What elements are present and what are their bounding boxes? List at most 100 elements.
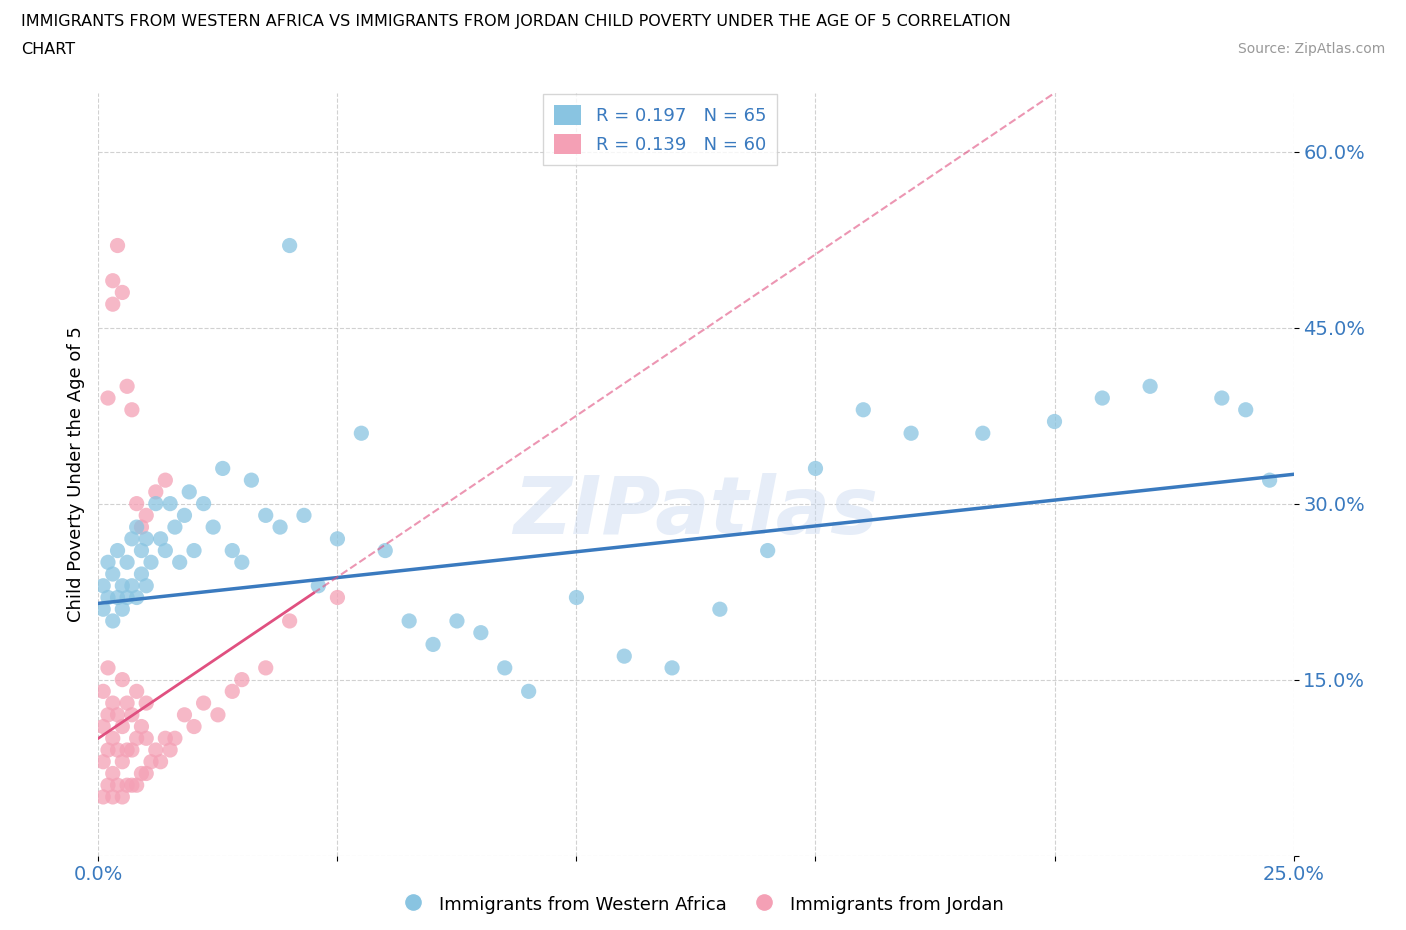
- Point: [135, 531, 157, 546]
- Point: [91, 684, 114, 698]
- Point: [101, 273, 124, 288]
- Point: [446, 614, 468, 629]
- Point: [661, 660, 683, 675]
- Point: [709, 602, 731, 617]
- Point: [107, 708, 129, 723]
- Point: [101, 566, 124, 581]
- Point: [149, 754, 172, 769]
- Point: [145, 485, 167, 499]
- Point: [155, 731, 177, 746]
- Point: [97, 660, 120, 675]
- Point: [1258, 472, 1281, 487]
- Point: [97, 708, 120, 723]
- Point: [115, 696, 138, 711]
- Point: [169, 555, 191, 570]
- Point: [115, 590, 138, 604]
- Point: [121, 531, 143, 546]
- Point: [131, 719, 153, 734]
- Point: [211, 461, 233, 476]
- Point: [350, 426, 373, 441]
- Point: [125, 497, 148, 512]
- Point: [111, 754, 134, 769]
- Y-axis label: Child Poverty Under the Age of 5: Child Poverty Under the Age of 5: [66, 326, 84, 622]
- Point: [179, 485, 201, 499]
- Point: [972, 426, 994, 441]
- Point: [149, 531, 172, 546]
- Point: [125, 731, 148, 746]
- Point: [207, 708, 229, 723]
- Point: [107, 238, 129, 253]
- Point: [307, 578, 329, 593]
- Point: [517, 684, 540, 698]
- Point: [135, 578, 157, 593]
- Point: [756, 543, 779, 558]
- Text: ZIPatlas: ZIPatlas: [513, 473, 879, 551]
- Point: [202, 520, 225, 535]
- Point: [613, 649, 636, 664]
- Point: [183, 543, 205, 558]
- Point: [91, 602, 114, 617]
- Point: [115, 555, 138, 570]
- Text: IMMIGRANTS FROM WESTERN AFRICA VS IMMIGRANTS FROM JORDAN CHILD POVERTY UNDER THE: IMMIGRANTS FROM WESTERN AFRICA VS IMMIGR…: [21, 14, 1011, 29]
- Point: [91, 719, 114, 734]
- Point: [374, 543, 396, 558]
- Point: [107, 742, 129, 757]
- Point: [135, 508, 157, 523]
- Point: [135, 696, 157, 711]
- Point: [125, 520, 148, 535]
- Point: [111, 719, 134, 734]
- Point: [91, 578, 114, 593]
- Point: [159, 497, 181, 512]
- Point: [163, 731, 186, 746]
- Point: [111, 790, 134, 804]
- Point: [159, 742, 181, 757]
- Point: [1211, 391, 1233, 405]
- Point: [97, 742, 120, 757]
- Point: [131, 566, 153, 581]
- Point: [1091, 391, 1114, 405]
- Point: [163, 520, 186, 535]
- Point: [900, 426, 922, 441]
- Point: [111, 285, 134, 299]
- Point: [326, 531, 349, 546]
- Legend: R = 0.197   N = 65, R = 0.139   N = 60: R = 0.197 N = 65, R = 0.139 N = 60: [543, 95, 778, 165]
- Point: [193, 497, 215, 512]
- Text: CHART: CHART: [21, 42, 75, 57]
- Point: [804, 461, 827, 476]
- Point: [292, 508, 315, 523]
- Point: [278, 614, 301, 629]
- Point: [852, 403, 875, 418]
- Point: [155, 543, 177, 558]
- Point: [131, 520, 153, 535]
- Point: [173, 508, 195, 523]
- Text: Source: ZipAtlas.com: Source: ZipAtlas.com: [1237, 42, 1385, 56]
- Point: [101, 790, 124, 804]
- Point: [1139, 379, 1161, 393]
- Point: [231, 672, 253, 687]
- Point: [145, 742, 167, 757]
- Point: [91, 754, 114, 769]
- Point: [1043, 414, 1066, 429]
- Legend: Immigrants from Western Africa, Immigrants from Jordan: Immigrants from Western Africa, Immigran…: [395, 886, 1011, 923]
- Point: [125, 684, 148, 698]
- Point: [221, 543, 243, 558]
- Point: [139, 555, 162, 570]
- Point: [135, 731, 157, 746]
- Point: [101, 731, 124, 746]
- Point: [107, 777, 129, 792]
- Point: [121, 578, 143, 593]
- Point: [101, 696, 124, 711]
- Point: [131, 766, 153, 781]
- Point: [494, 660, 516, 675]
- Point: [254, 660, 277, 675]
- Point: [173, 708, 195, 723]
- Point: [326, 590, 349, 604]
- Point: [278, 238, 301, 253]
- Point: [398, 614, 420, 629]
- Point: [111, 578, 134, 593]
- Point: [145, 497, 167, 512]
- Point: [131, 543, 153, 558]
- Point: [125, 777, 148, 792]
- Point: [221, 684, 243, 698]
- Point: [121, 708, 143, 723]
